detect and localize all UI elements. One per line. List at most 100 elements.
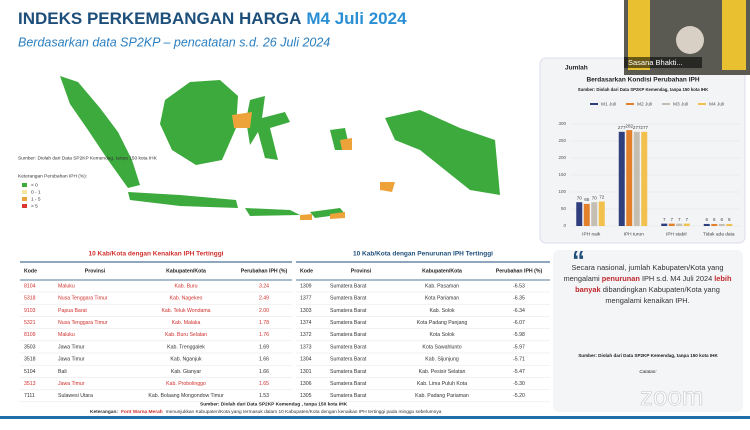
table-header: Kode [24, 268, 37, 274]
table-cell: 5104 [24, 369, 36, 375]
data-label: 65 [584, 197, 590, 202]
table-cell: Jawa Timur [58, 357, 85, 363]
data-label: 6 [713, 217, 716, 222]
bar [576, 202, 583, 226]
video-name-bg [624, 57, 702, 68]
bar [633, 131, 640, 226]
table-cell: Sumatera Barat [330, 296, 367, 302]
table-cell: Sumatera Barat [330, 393, 367, 399]
legend-label: M4 Juli [709, 101, 724, 107]
table-cell: 5318 [24, 296, 36, 302]
legend-label: 1 - 5 [31, 196, 41, 202]
table-cell: -5.30 [513, 381, 525, 387]
video-name: Sasana Bhakti... [628, 58, 683, 67]
table-cell: 2.00 [259, 308, 269, 314]
table-cell: -6.53 [513, 283, 525, 289]
bar [618, 131, 625, 226]
table-cell: -5.97 [513, 344, 525, 350]
bar [711, 223, 718, 226]
table-header: Kabupaten/Kota [422, 268, 462, 274]
table-cell: Kab. Lima Puluh Kota [417, 381, 467, 387]
table-cell: Sumatera Barat [330, 308, 367, 314]
quote-segment: lebih banyak [575, 274, 732, 294]
table-cell: 1.76 [259, 332, 269, 338]
table-cell: Kota Solok [429, 332, 454, 338]
video-bg [628, 0, 650, 70]
bar [591, 202, 598, 226]
footer-note: Keterangan: Font Warna Merah menunjukkan K… [90, 409, 442, 415]
table-cell: Sumatera Barat [330, 381, 367, 387]
table-cell: 1.66 [259, 357, 269, 363]
table-header: Kabupaten/Kota [166, 268, 206, 274]
legend-label: M2 Juli [637, 101, 652, 107]
table-cell: Maluku [58, 283, 75, 289]
footer-note-highlight: Font Warna Merah [121, 409, 163, 415]
bar [703, 223, 710, 226]
table-cell: -5.47 [513, 369, 525, 375]
table-cell: Kab. Gianyar [171, 369, 202, 375]
table-cell: Kab. Teluk Wondama [161, 308, 210, 314]
table-cell: 3.24 [259, 283, 269, 289]
watermark: zoom [640, 381, 704, 411]
table-cell: 1303 [300, 308, 312, 314]
quote-panel [553, 250, 743, 412]
table-cell: 1309 [300, 283, 312, 289]
table-cell: Sumatera Barat [330, 344, 367, 350]
legend-label: M1 Juli [601, 101, 616, 107]
legend-swatch [22, 204, 27, 208]
table-title: 10 Kab/Kota dengan Kenaikan IPH Tertingg… [89, 251, 224, 258]
bar [661, 223, 668, 226]
table-header: Perubahan IPH (%) [241, 268, 288, 274]
data-label: 277 [618, 125, 626, 130]
table-cell: 3518 [24, 357, 36, 363]
table-cell: Jawa Timur [58, 344, 85, 350]
table-cell: 1.65 [259, 381, 269, 387]
footer-note-label: Keterangan: [90, 409, 118, 415]
data-label: 7 [685, 217, 688, 222]
table-title: 10 Kab/Kota dengan Penurunan IPH Terting… [353, 251, 493, 258]
table-cell: Kab. Solok [429, 308, 454, 314]
table-cell: Kab. Buru Selatan [165, 332, 207, 338]
table-cell: Kab. Padang Pariaman [415, 393, 469, 399]
y-tick-label: 150 [558, 172, 566, 177]
table-cell: 1304 [300, 357, 312, 363]
table-header: Kode [300, 268, 313, 274]
table-cell: 1.66 [259, 369, 269, 375]
table-cell: 8104 [24, 283, 36, 289]
data-label: 72 [599, 195, 605, 200]
table-cell: 1.69 [259, 344, 269, 350]
table-cell: Jawa Timur [58, 381, 85, 387]
data-label: 7 [663, 217, 666, 222]
x-tick-label: IPH turun [624, 231, 645, 237]
y-tick-label: 250 [558, 138, 566, 143]
quote-note-title: Catatan: [639, 369, 657, 374]
bar [626, 130, 633, 226]
table-cell: -5.20 [513, 393, 525, 399]
table-cell: 3513 [24, 381, 36, 387]
table-cell: 5321 [24, 320, 36, 326]
table-cell: Sumatera Barat [330, 320, 367, 326]
table-cell: Bali [58, 369, 67, 375]
table-cell: -6.07 [513, 320, 525, 326]
table-cell: 1.53 [259, 393, 269, 399]
bar [718, 223, 725, 226]
quote-segment: IPH s.d. M4 Juli 2024 [639, 274, 715, 283]
table-cell: Maluku [58, 332, 75, 338]
table-cell: Kab. Probolinggo [166, 381, 206, 387]
table-cell: 2.49 [259, 296, 269, 302]
quote-mark: “ [572, 245, 585, 275]
map-source: Sumber: Diolah dari Data SP2KP Kemendag,… [18, 155, 158, 161]
y-tick-label: 300 [558, 121, 566, 126]
map-legend-title: Keterangan Perubahan IPH (%): [18, 173, 87, 179]
bar [598, 201, 605, 226]
table-cell: Sumatera Barat [330, 357, 367, 363]
quote-segment: Secara nasional, jumlah Kabupaten/Kota y… [563, 263, 724, 283]
bar [641, 131, 648, 226]
bar [726, 223, 733, 226]
quote-segment: penurunan [601, 274, 640, 283]
data-label: 277 [633, 125, 641, 130]
data-label: 7 [678, 217, 681, 222]
quote-text: Secara nasional, jumlah Kabupaten/Kota y… [560, 262, 735, 306]
legend-swatch [22, 183, 27, 187]
table-cell: Kota Padang Panjang [417, 320, 468, 326]
